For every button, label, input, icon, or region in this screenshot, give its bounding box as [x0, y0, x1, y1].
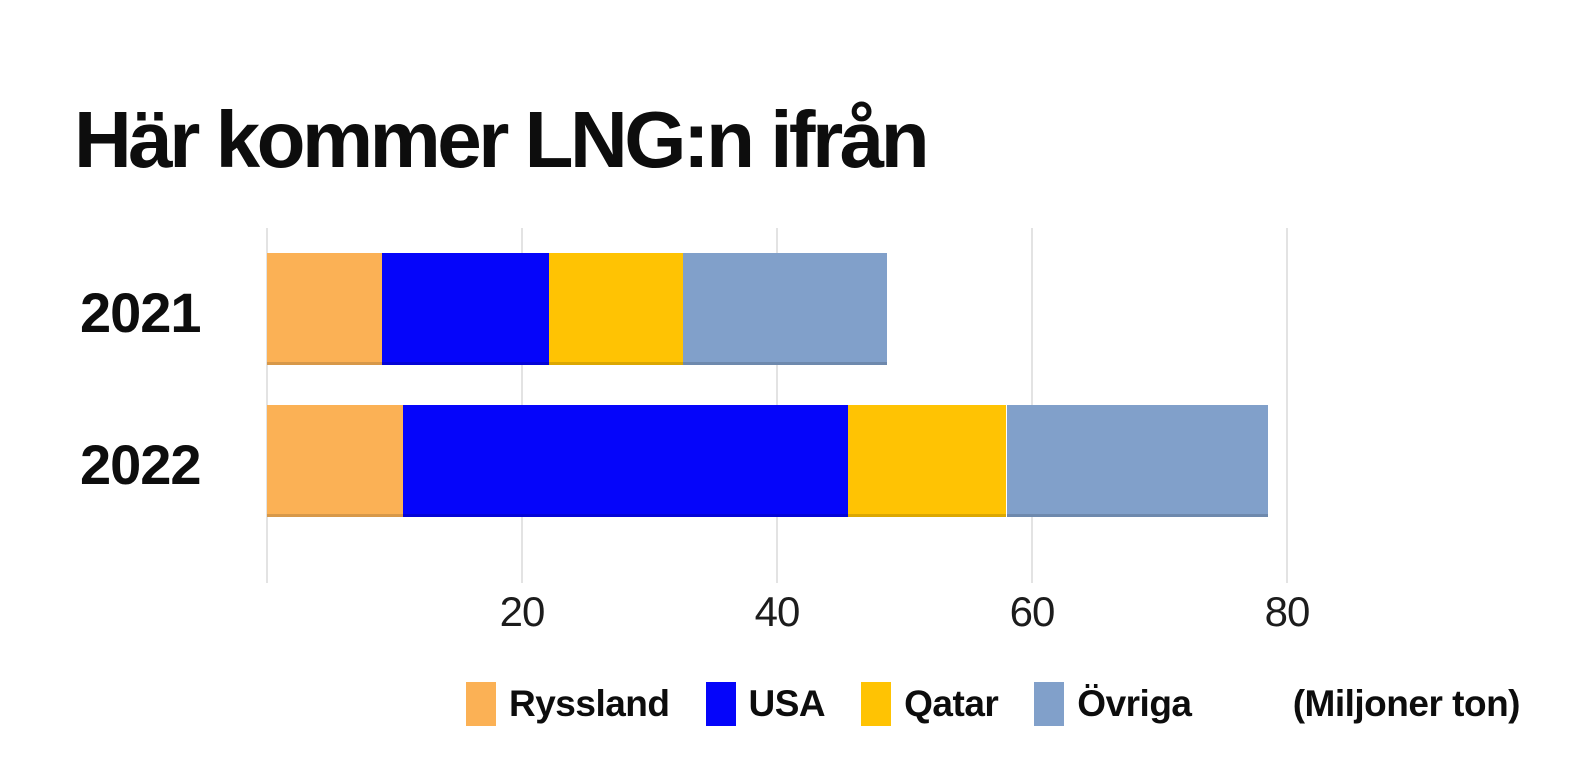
legend-item-övriga: Övriga	[1034, 682, 1192, 726]
bar-segment-övriga-2022	[1006, 405, 1268, 517]
bar-row-2021	[267, 253, 1389, 365]
legend-item-qatar: Qatar	[861, 682, 999, 726]
bar-segment-usa-2022	[403, 405, 849, 517]
bar-segment-ryssland-2021	[267, 253, 382, 365]
legend-item-usa: USA	[705, 682, 826, 726]
x-tick-label-60: 60	[1009, 588, 1056, 635]
legend-item-ryssland: Ryssland	[466, 682, 670, 726]
legend-swatch-usa	[705, 682, 736, 726]
x-tick-label-80: 80	[1264, 588, 1311, 635]
bar-segment-qatar-2021	[548, 253, 683, 365]
x-tick-label-40: 40	[754, 588, 801, 635]
category-label-2021: 2021	[80, 281, 202, 344]
x-tick-label-20: 20	[499, 588, 546, 635]
bar-segment-usa-2021	[381, 253, 549, 365]
legend-swatch-övriga	[1034, 682, 1065, 726]
legend-swatch-ryssland	[466, 682, 496, 726]
legend-label-ryssland: Ryssland	[509, 683, 670, 724]
legend-label-usa: USA	[748, 683, 826, 724]
legend-label-övriga: Övriga	[1077, 683, 1192, 724]
bar-segment-övriga-2021	[682, 253, 887, 365]
legend-items: Ryssland USA Qatar Övriga	[466, 682, 1228, 726]
legend-label-qatar: Qatar	[904, 683, 999, 724]
unit-label: (Miljoner ton)	[1292, 683, 1521, 724]
bar-segment-qatar-2022	[848, 405, 1007, 517]
bar-segment-ryssland-2022	[267, 405, 404, 517]
legend: Ryssland USA Qatar Övriga (Miljoner ton)	[0, 680, 1588, 728]
legend-swatch-qatar	[861, 682, 892, 726]
category-label-2022: 2022	[80, 433, 202, 496]
chart-title: Här kommer LNG:n ifrån	[74, 95, 930, 184]
bar-row-2022	[267, 405, 1389, 517]
gridline-80	[1286, 228, 1288, 583]
